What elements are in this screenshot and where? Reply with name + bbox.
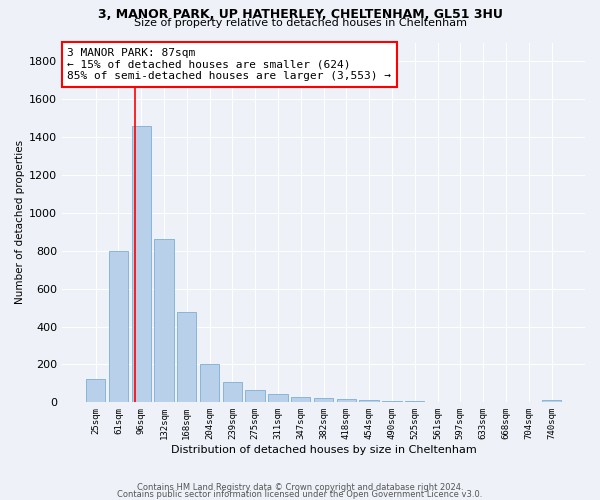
Y-axis label: Number of detached properties: Number of detached properties bbox=[15, 140, 25, 304]
X-axis label: Distribution of detached houses by size in Cheltenham: Distribution of detached houses by size … bbox=[171, 445, 476, 455]
Bar bbox=[109, 251, 128, 402]
Text: 3, MANOR PARK, UP HATHERLEY, CHELTENHAM, GL51 3HU: 3, MANOR PARK, UP HATHERLEY, CHELTENHAM,… bbox=[98, 8, 502, 20]
Bar bbox=[291, 396, 310, 402]
Bar bbox=[200, 364, 219, 403]
Bar bbox=[223, 382, 242, 402]
Text: Contains public sector information licensed under the Open Government Licence v3: Contains public sector information licen… bbox=[118, 490, 482, 499]
Bar bbox=[131, 126, 151, 402]
Text: Size of property relative to detached houses in Cheltenham: Size of property relative to detached ho… bbox=[133, 18, 467, 28]
Text: 3 MANOR PARK: 87sqm
← 15% of detached houses are smaller (624)
85% of semi-detac: 3 MANOR PARK: 87sqm ← 15% of detached ho… bbox=[67, 48, 391, 81]
Bar bbox=[268, 394, 287, 402]
Bar bbox=[314, 398, 333, 402]
Bar bbox=[177, 312, 196, 402]
Text: Contains HM Land Registry data © Crown copyright and database right 2024.: Contains HM Land Registry data © Crown c… bbox=[137, 484, 463, 492]
Bar bbox=[359, 400, 379, 402]
Bar bbox=[86, 378, 105, 402]
Bar bbox=[337, 399, 356, 402]
Bar bbox=[382, 401, 401, 402]
Bar bbox=[245, 390, 265, 402]
Bar bbox=[154, 238, 173, 402]
Bar bbox=[542, 400, 561, 402]
